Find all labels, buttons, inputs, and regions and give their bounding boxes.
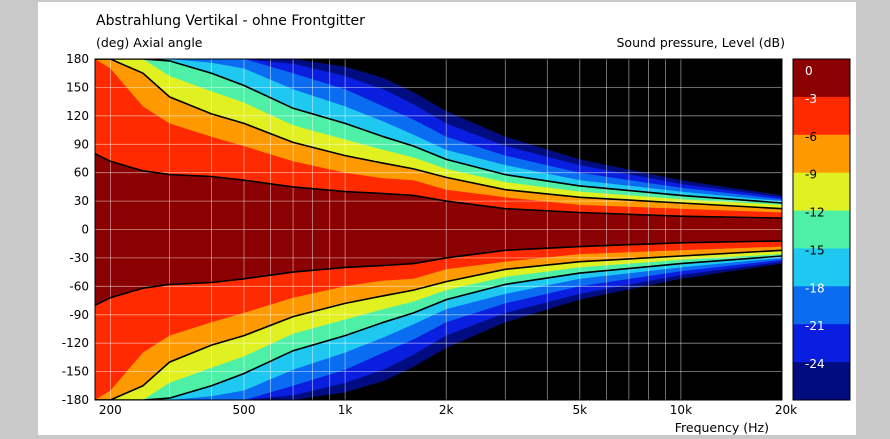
colorbar-tick-label: -21 <box>805 319 825 333</box>
colorbar-swatch <box>793 286 850 325</box>
colorbar-tick-label: -6 <box>805 130 817 144</box>
contour-line <box>95 249 782 400</box>
chart-frame: Abstrahlung Vertikal - ohne Frontgitter … <box>38 2 856 435</box>
y-tick-label: 0 <box>81 223 89 237</box>
y-tick-label: -60 <box>69 279 89 293</box>
colorbar-label: Sound pressure, Level (dB) <box>616 35 785 50</box>
y-tick-label: -30 <box>69 251 89 265</box>
y-tick-label: 90 <box>74 137 89 151</box>
contour-lines <box>95 59 782 400</box>
y-tick-label: -150 <box>62 365 89 379</box>
x-tick-labels: 200 500 1k 2k 5k 10k 20k <box>99 403 797 417</box>
colorbar-tick-label: -15 <box>805 243 825 257</box>
x-tick-label: 2k <box>439 403 454 417</box>
x-tick-label: 20k <box>775 403 797 417</box>
x-tick-label: 500 <box>233 403 256 417</box>
colorbar-tick-label: -3 <box>805 92 817 106</box>
contour-line <box>95 152 782 219</box>
y-tick-label: 150 <box>66 80 89 94</box>
directivity-chart: Abstrahlung Vertikal - ohne Frontgitter … <box>62 13 851 435</box>
x-axis-label: Frequency (Hz) <box>675 420 769 435</box>
colorbar-tick-label: -9 <box>805 168 817 182</box>
colorbar-tick-label: -24 <box>805 357 825 371</box>
y-tick-label: -120 <box>62 336 89 350</box>
y-axis-label: (deg) Axial angle <box>96 35 203 50</box>
y-tick-label: 30 <box>74 194 89 208</box>
colorbar-swatch <box>793 324 850 363</box>
colorbar-swatch <box>793 362 850 401</box>
x-tick-label: 200 <box>99 403 122 417</box>
grid-lines <box>95 59 782 400</box>
contour-line <box>95 59 782 204</box>
y-tick-label: -90 <box>69 308 89 322</box>
colorbar-swatch <box>793 96 850 136</box>
x-tick-label: 1k <box>338 403 353 417</box>
y-tick-label: 120 <box>66 109 89 123</box>
contour-line <box>95 255 782 400</box>
colorbar-border <box>792 58 851 401</box>
y-tick-label: 180 <box>66 52 89 66</box>
colorbar: 0 -3 -6 -9 -12 -15 -18 -21 -24 <box>792 58 851 401</box>
colorbar-tick-label: -18 <box>805 281 825 295</box>
y-tick-labels: 180 150 120 90 60 30 0 -30 -60 -90 -120 -150 -180 <box>62 52 89 407</box>
contour-line <box>95 240 782 307</box>
contour-line <box>95 59 782 210</box>
y-tick-label: 60 <box>74 166 89 180</box>
colorbar-tick-label: 0 <box>805 64 813 78</box>
colorbar-swatch <box>793 134 850 174</box>
colorbar-swatch <box>793 248 850 287</box>
colorbar-swatch <box>793 59 850 98</box>
colorbar-swatch <box>793 210 850 249</box>
x-tick-label: 10k <box>670 403 692 417</box>
colorbar-tick-label: -12 <box>805 206 825 220</box>
x-tick-label: 5k <box>573 403 588 417</box>
colorbar-swatch <box>793 172 850 212</box>
chart-title: Abstrahlung Vertikal - ohne Frontgitter <box>96 13 365 29</box>
y-tick-label: -180 <box>62 393 89 407</box>
plot-border <box>94 58 783 401</box>
